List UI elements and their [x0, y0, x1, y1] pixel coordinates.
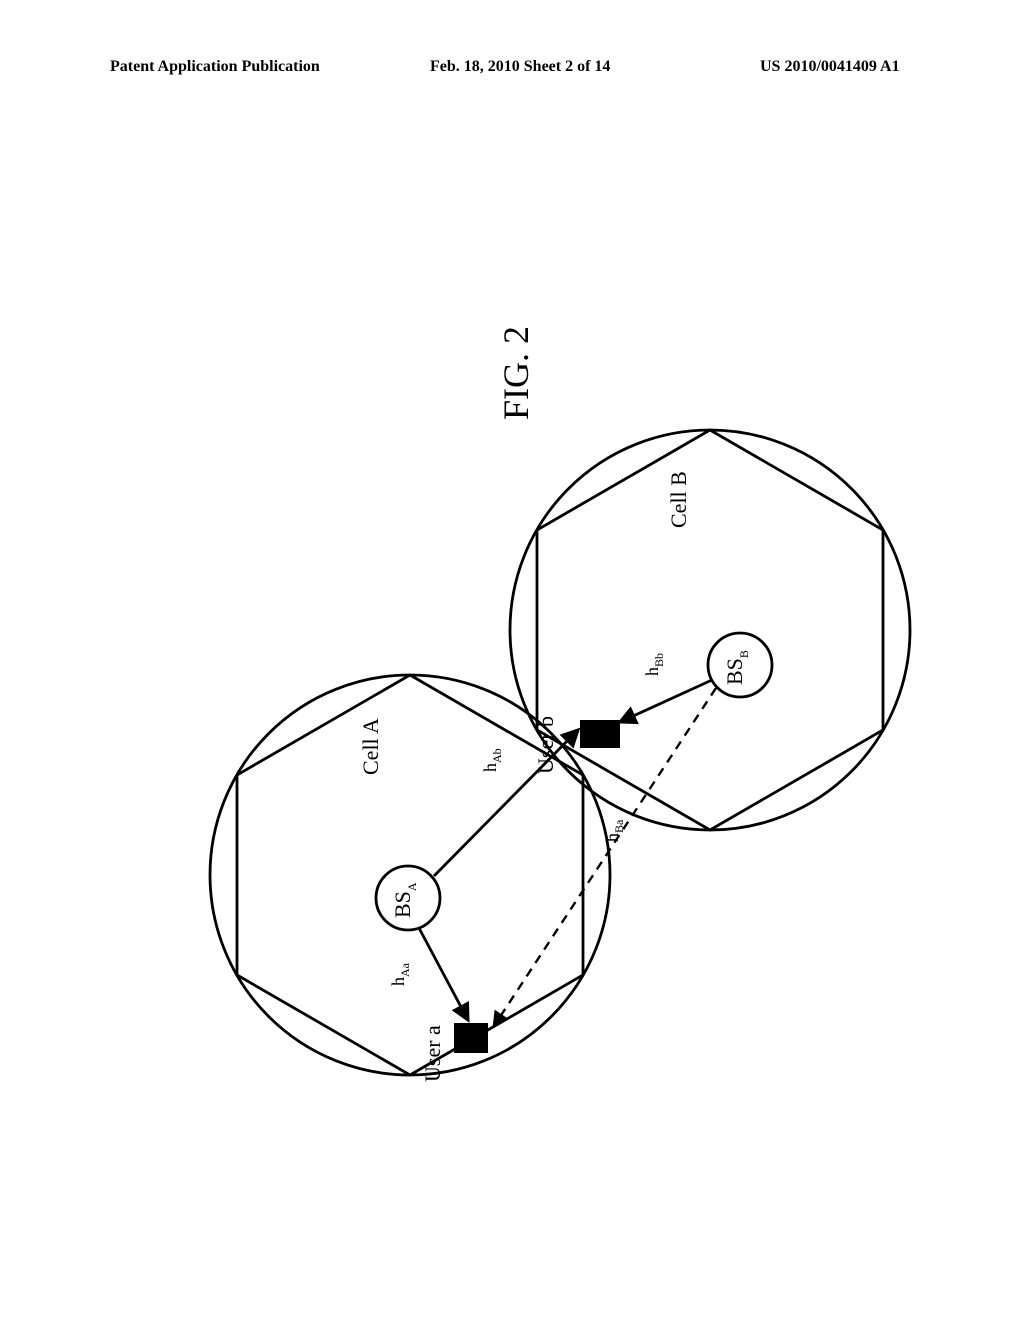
user-b-label: User b: [533, 716, 558, 774]
channel-hAa-line: [419, 928, 468, 1020]
bs-b-label: BSB: [722, 650, 751, 685]
cell-b-hexagon: [537, 430, 883, 830]
cell-a-label: Cell A: [358, 718, 383, 775]
header-publication: Patent Application Publication: [110, 58, 320, 76]
user-a-icon: [454, 1023, 488, 1053]
cell-diagram: Cell ABSACell BBSBUser aUser bhAahAbhBbh…: [200, 320, 930, 1140]
channel-hAa-label: hAa: [388, 962, 412, 986]
cell-b-circle: [510, 430, 910, 830]
cell-b-label: Cell B: [666, 471, 691, 528]
header-pub-number: US 2010/0041409 A1: [760, 58, 900, 76]
diagram-container: Cell ABSACell BBSBUser aUser bhAahAbhBbh…: [200, 320, 930, 1140]
header-date-sheet: Feb. 18, 2010 Sheet 2 of 14: [430, 58, 610, 76]
user-b-icon: [580, 720, 620, 748]
channel-hBb-label: hBb: [642, 653, 666, 676]
channel-hAb-label: hAb: [480, 748, 504, 772]
bs-a-label: BSA: [390, 882, 419, 918]
cell-a-hexagon: [237, 675, 583, 1075]
page-root: Patent Application Publication Feb. 18, …: [0, 0, 1024, 1320]
channel-hAb-line: [434, 730, 578, 876]
user-a-label: User a: [420, 1025, 445, 1082]
